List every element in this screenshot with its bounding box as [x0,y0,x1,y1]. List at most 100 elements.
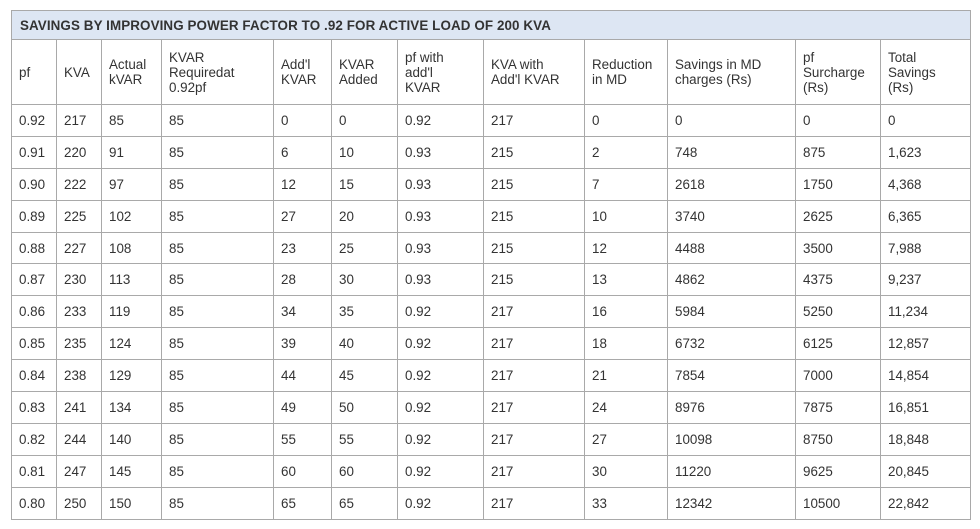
column-header: KVA with Add'l KVAR [483,39,585,105]
column-header-line: pf [803,49,815,65]
table-cell: 0.92 [397,422,484,456]
column-header-line: (Rs) [803,79,829,95]
table-cell: 1,623 [880,135,971,169]
table-cell: 0.93 [397,199,484,233]
table-cell: 9625 [795,454,881,488]
table-cell: 215 [483,231,585,265]
table-cell: 0 [880,104,971,137]
table-cell: 108 [101,231,162,265]
table-cell: 12 [273,167,332,201]
table-cell: 217 [483,104,585,137]
table-header: pf KVA Actual kVAR KVAR Requiredat 0.92pf Add'l… [11,39,971,105]
table-cell: 3500 [795,231,881,265]
table-cell: 21 [584,359,668,393]
table-cell: 222 [56,167,102,201]
table-cell: 7875 [795,391,881,424]
column-header-line: Reduction [592,57,653,72]
table-cell: 6,365 [880,199,971,233]
table-cell: 0.92 [397,327,484,361]
table-cell: 113 [101,263,162,297]
column-header-line: in MD [592,72,627,87]
table-cell: 225 [56,199,102,233]
table-cell: 2618 [667,167,796,201]
column-header-line: Total [888,49,917,65]
column-header: KVA [56,39,102,105]
table-cell: 85 [161,327,274,361]
table-cell: 11,234 [880,295,971,329]
table-cell: 60 [273,454,332,488]
table-cell: 85 [161,263,274,297]
table-cell: 129 [101,359,162,393]
column-header: pf with add'l KVAR [397,39,484,105]
table-row: 0.92 217 85 85 0 0 0.92 217 0 0 0 0 [11,104,971,137]
table-cell: 6125 [795,327,881,361]
column-header: Total Savings (Rs) [880,39,971,105]
table-cell: 16 [584,295,668,329]
table-cell: 91 [101,135,162,169]
table-cell: 10500 [795,486,881,520]
column-header-line: Savings [888,64,936,80]
table-cell: 215 [483,199,585,233]
table-cell: 27 [273,199,332,233]
column-header: Add'l KVAR [273,39,332,105]
table-cell: 7 [584,167,668,201]
table-caption: SAVINGS BY IMPROVING POWER FACTOR TO .92… [11,10,971,39]
table-cell: 40 [331,327,398,361]
table-cell: 124 [101,327,162,361]
table-cell: 12342 [667,486,796,520]
table-cell: 18 [584,327,668,361]
table-cell: 55 [331,422,398,456]
column-header-line: charges (Rs) [675,72,752,87]
column-header-line: Added [339,72,378,87]
table-row: 0.90 222 97 85 12 15 0.93 215 7 2618 1750 4,368 [11,167,971,201]
table-cell: 4488 [667,231,796,265]
table-cell: 27 [584,422,668,456]
table-cell: 30 [584,454,668,488]
table-cell: 215 [483,263,585,297]
table-cell: 244 [56,422,102,456]
table-cell: 217 [483,359,585,393]
table-cell: 65 [273,486,332,520]
column-header-line: KVA with [491,57,544,72]
table-cell: 0.93 [397,263,484,297]
table-cell: 85 [161,454,274,488]
column-header-line: KVAR [339,57,375,72]
table-cell: 250 [56,486,102,520]
table-cell: 875 [795,135,881,169]
table-row: 0.85 235 124 85 39 40 0.92 217 18 6732 6125 12,857 [11,327,971,361]
table-cell: 7854 [667,359,796,393]
table-cell: 0.84 [11,359,57,393]
table-cell: 748 [667,135,796,169]
table-cell: 0.87 [11,263,57,297]
table-cell: 0.89 [11,199,57,233]
table-cell: 33 [584,486,668,520]
table-cell: 10098 [667,422,796,456]
table-cell: 0.81 [11,454,57,488]
column-header-line: KVA [64,64,90,80]
column-header: Reduction in MD [584,39,668,105]
table-cell: 0 [331,104,398,137]
table-cell: 145 [101,454,162,488]
column-header-line: 0.92pf [169,79,207,95]
table-cell: 97 [101,167,162,201]
table-row: 0.91 220 91 85 6 10 0.93 215 2 748 875 1,623 [11,135,971,169]
table-cell: 13 [584,263,668,297]
table-cell: 0.88 [11,231,57,265]
table-cell: 60 [331,454,398,488]
table-cell: 0.92 [397,391,484,424]
column-header: Actual kVAR [101,39,162,105]
table-cell: 0 [273,104,332,137]
table-cell: 85 [101,104,162,137]
table-cell: 85 [161,104,274,137]
column-header-line: kVAR [109,72,143,87]
table-cell: 0.92 [397,104,484,137]
table-cell: 6732 [667,327,796,361]
column-header: KVAR Added [331,39,398,105]
table-cell: 217 [483,391,585,424]
table-body: 0.92 217 85 85 0 0 0.92 217 0 0 0 0 0.91 220 91 85 6 10 0.… [11,104,971,520]
table-cell: 6 [273,135,332,169]
table-cell: 0.92 [397,486,484,520]
table-cell: 0.82 [11,422,57,456]
table-cell: 134 [101,391,162,424]
table-cell: 0 [584,104,668,137]
